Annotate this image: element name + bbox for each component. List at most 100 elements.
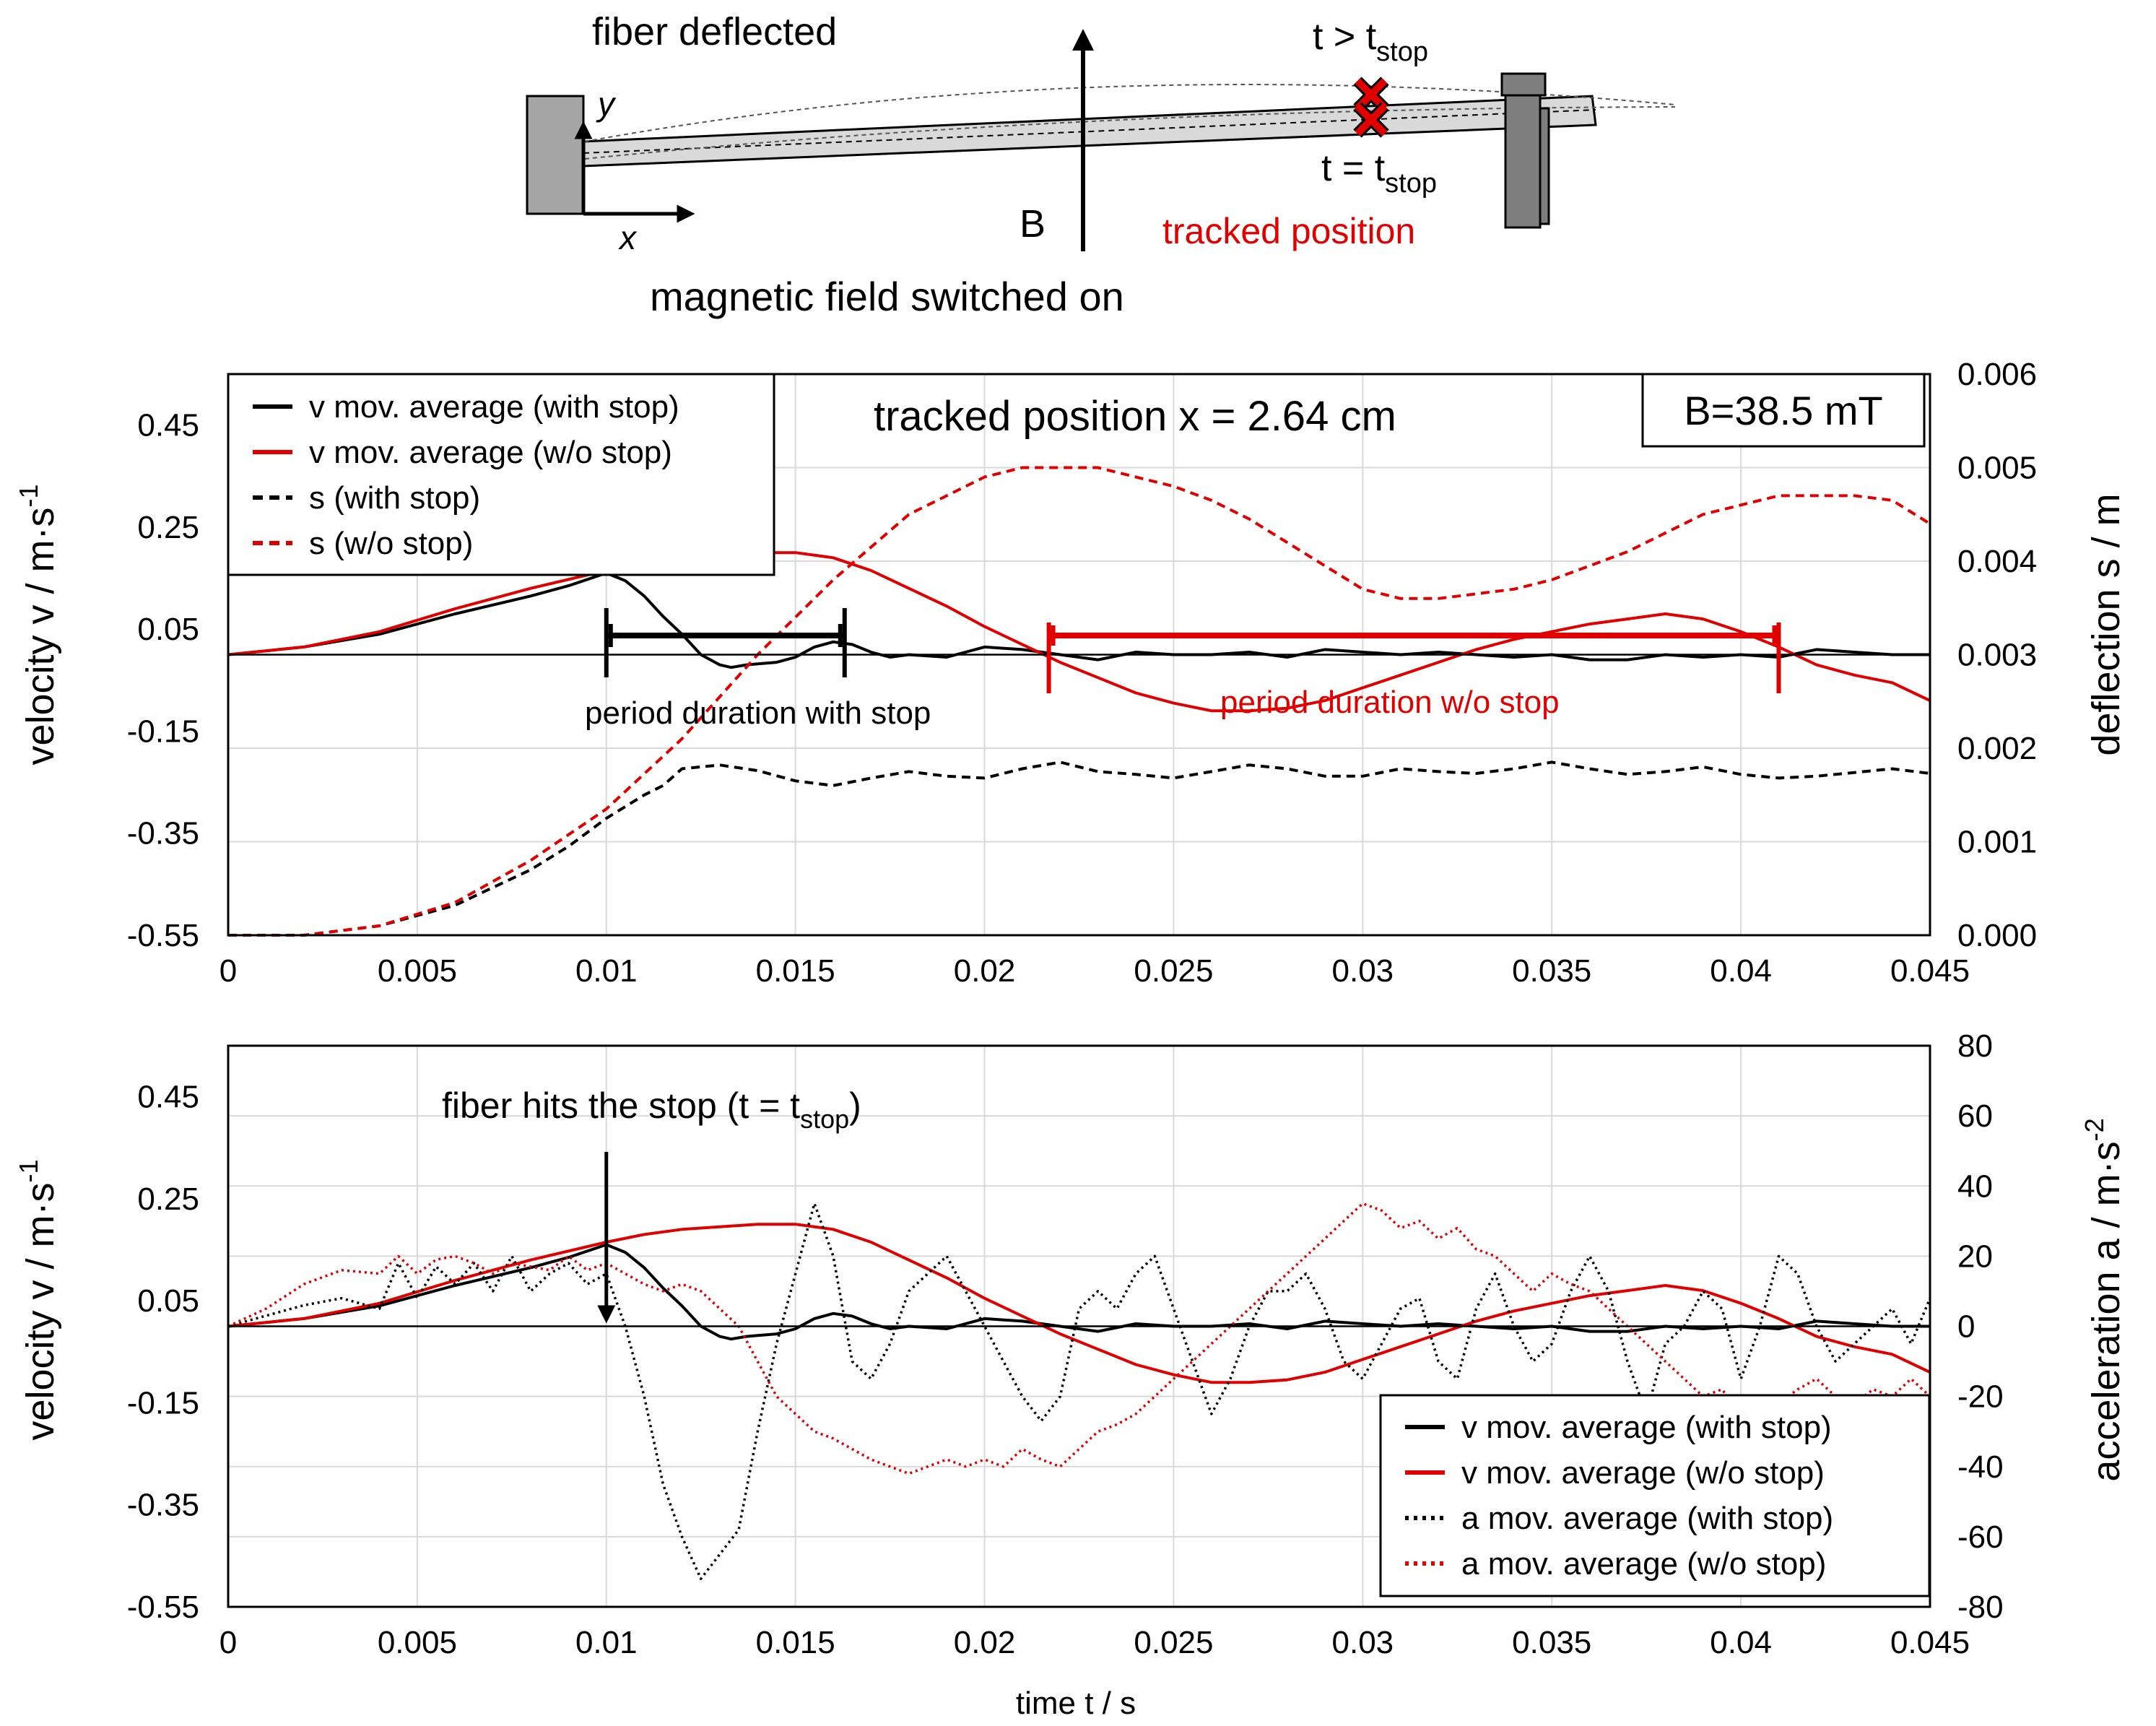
chart2-legend-label: v mov. average (with stop) <box>1461 1410 1832 1445</box>
x-tick-label: 0.015 <box>756 1625 835 1660</box>
series-line-dashed-red <box>228 466 1931 937</box>
x-tick-label: 0.035 <box>1512 953 1591 989</box>
x-tick-label: 0.045 <box>1890 1625 1970 1660</box>
chart1-legend-box <box>227 373 775 576</box>
series-line-dotted-black <box>227 1202 1931 1580</box>
y2-tick-label: 60 <box>1957 1098 1993 1134</box>
chart1-legend: v mov. average (with stop) v mov. averag… <box>227 373 775 576</box>
chart2-x-tick-labels: 0 0.005 0.01 0.015 0.02 0.025 0.03 0.035 0.04 0.0… <box>219 1625 1970 1660</box>
chart1-y2-axis-label: deflection s / m <box>2085 493 2128 755</box>
y2-tick-label: -40 <box>1957 1449 2004 1485</box>
y-axis-label: y <box>596 85 617 123</box>
x-tick-label: 0 <box>219 1625 237 1660</box>
series-line-dashed-black <box>228 760 1931 937</box>
field-strength-badge-box <box>1641 373 1926 448</box>
diagram-title: fiber deflected <box>592 10 837 53</box>
y-tick-label: -0.55 <box>127 1590 199 1625</box>
fiber-outline-lower <box>584 106 1676 160</box>
chart2-y-axis-label: velocity v / m·s-1 <box>14 1159 62 1440</box>
chart1-y2-tick-labels: 0.006 0.005 0.004 0.003 0.002 0.001 0.000 <box>1957 357 2037 953</box>
y2-tick-label: 0.000 <box>1957 918 2037 953</box>
setup-diagram: fiber deflected y x B magnetic field swi… <box>526 10 1676 319</box>
series-line-dotted-red <box>227 1202 1931 1475</box>
stop-post <box>1504 94 1542 229</box>
series-line-solid-red <box>227 551 1931 713</box>
chart2-legend-label: a mov. average (w/o stop) <box>1461 1546 1826 1582</box>
chart1-legend-label: s (with stop) <box>309 480 480 516</box>
chart2-legend-label: v mov. average (w/o stop) <box>1461 1455 1825 1491</box>
y2-tick-label: 0.004 <box>1957 544 2037 579</box>
after-stop-label: t > tstop <box>1313 16 1428 67</box>
chart1-plot-frame <box>227 373 1931 937</box>
y2-tick-label: 0 <box>1957 1309 1975 1345</box>
x-tick-label: 0.035 <box>1512 1625 1591 1660</box>
chart1-period-annotations <box>604 608 1781 693</box>
chart2-legend-label: a mov. average (with stop) <box>1461 1501 1833 1536</box>
y2-tick-label: -60 <box>1957 1519 2004 1555</box>
y-tick-label: -0.35 <box>127 816 199 851</box>
chart2-y2-tick-labels: 80 60 40 20 0 -20 -40 -60 -80 <box>1957 1028 2004 1625</box>
y-tick-label: 0.45 <box>137 1080 199 1115</box>
clamp-block <box>526 95 585 215</box>
stop-cap <box>1500 72 1547 97</box>
chart1-x-tick-labels: 0 0.005 0.01 0.015 0.02 0.025 0.03 0.035 0.04 0.0… <box>219 953 1970 989</box>
chart2-plot-frame <box>227 1044 1931 1608</box>
chart2-y2-axis-label: acceleration a / m·s-2 <box>2079 1118 2128 1481</box>
chart2-series <box>227 1202 1931 1580</box>
chart1-y-axis-label: velocity v / m·s-1 <box>14 484 62 765</box>
y-tick-label: 0.25 <box>137 1181 199 1217</box>
x-tick-label: 0.005 <box>378 953 457 989</box>
at-stop-label: t = tstop <box>1321 147 1437 199</box>
x-tick-label: 0.03 <box>1332 953 1394 989</box>
x-axis-label: x <box>618 219 638 256</box>
chart1-title: tracked position x = 2.64 cm <box>874 393 1396 440</box>
x-tick-label: 0.01 <box>575 1625 638 1660</box>
x-tick-label: 0 <box>219 953 237 989</box>
x-tick-label: 0.01 <box>575 953 638 989</box>
y2-tick-label: -20 <box>1957 1379 2004 1415</box>
x-tick-label: 0.015 <box>756 953 835 989</box>
y-tick-label: 0.25 <box>137 510 199 545</box>
tracked-marker-at-stop <box>1353 102 1389 138</box>
y2-tick-label: 0.003 <box>1957 638 2037 673</box>
y-tick-label: -0.15 <box>127 714 199 749</box>
chart1-y-tick-labels: 0.45 0.25 0.05 -0.15 -0.35 -0.55 <box>127 408 199 953</box>
y2-tick-label: 0.006 <box>1957 357 2037 392</box>
chart1-legend-label: s (w/o stop) <box>309 526 473 561</box>
x-tick-label: 0.04 <box>1710 953 1772 989</box>
chart2-legend: v mov. average (with stop) v mov. averag… <box>1379 1394 1931 1597</box>
field-caption: magnetic field switched on <box>650 274 1124 319</box>
y-tick-label: 0.45 <box>137 408 199 443</box>
field-strength-badge: B=38.5 mT <box>1684 388 1882 433</box>
x-tick-label: 0.02 <box>954 953 1016 989</box>
y2-tick-label: -80 <box>1957 1590 2004 1625</box>
y-tick-label: -0.15 <box>127 1385 199 1421</box>
series-line-solid-black <box>227 1243 1930 1341</box>
y2-tick-label: 80 <box>1957 1028 1993 1064</box>
y-tick-label: -0.35 <box>127 1488 199 1523</box>
fiber-centerline <box>583 109 1596 154</box>
x-tick-label: 0.045 <box>1890 953 1970 989</box>
y-tick-label: 0.05 <box>137 1283 199 1319</box>
x-tick-label: 0.025 <box>1134 1625 1213 1660</box>
tracked-position-label: tracked position <box>1162 211 1415 251</box>
deflected-fiber-outline <box>584 84 1676 142</box>
stop-hit-label: fiber hits the stop (t = tstop) <box>442 1085 861 1134</box>
series-line-solid-black <box>227 571 1930 669</box>
y2-tick-label: 0.002 <box>1957 731 2037 766</box>
x-tick-label: 0.005 <box>378 1625 457 1660</box>
x-tick-label: 0.03 <box>1332 1625 1394 1660</box>
x-tick-label: 0.02 <box>954 1625 1016 1660</box>
chart1-legend-label: v mov. average (with stop) <box>309 389 679 425</box>
x-tick-label: 0.04 <box>1710 1625 1772 1660</box>
y2-tick-label: 40 <box>1957 1168 1993 1204</box>
chart-deflection: 0 0.005 0.01 0.015 0.02 0.025 0.03 0.035 0.04 0.0… <box>14 357 2128 989</box>
y-tick-label: -0.55 <box>127 918 199 953</box>
y-tick-label: 0.05 <box>137 612 199 647</box>
chart2-y-tick-labels: 0.45 0.25 0.05 -0.15 -0.35 -0.55 <box>127 1080 199 1625</box>
chart2-x-axis-label: time t / s <box>1016 1686 1136 1721</box>
chart2-legend-box <box>1379 1394 1931 1597</box>
series-line-solid-red <box>227 1223 1931 1384</box>
field-label: B <box>1020 202 1046 246</box>
